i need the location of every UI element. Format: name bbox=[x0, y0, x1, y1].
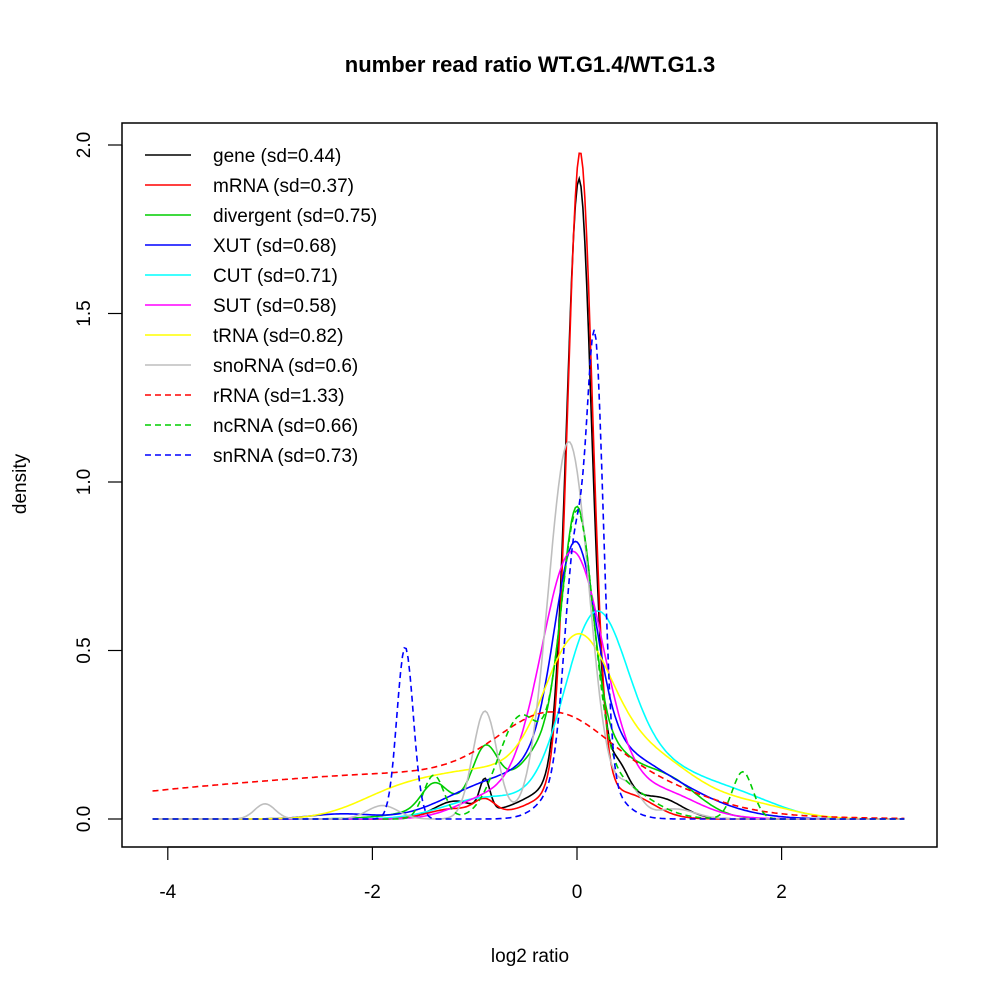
chart-title: number read ratio WT.G1.4/WT.G1.3 bbox=[345, 52, 715, 77]
y-tick-label: 2.0 bbox=[74, 132, 95, 158]
y-axis-label: density bbox=[10, 453, 31, 514]
series-line-3 bbox=[152, 540, 905, 820]
legend: gene (sd=0.44) mRNA (sd=0.37) divergent (s… bbox=[145, 146, 377, 467]
legend-label: snRNA (sd=0.73) bbox=[213, 446, 358, 467]
x-tick-label: -4 bbox=[159, 882, 176, 903]
legend-label: tRNA (sd=0.82) bbox=[213, 326, 343, 347]
x-tick-label: 2 bbox=[776, 882, 787, 903]
legend-label: rRNA (sd=1.33) bbox=[213, 386, 344, 407]
series-curves bbox=[152, 152, 905, 820]
legend-label: ncRNA (sd=0.66) bbox=[213, 416, 358, 437]
x-axis: -4 -2 0 2 bbox=[159, 846, 787, 903]
series-line-7 bbox=[152, 441, 905, 820]
y-axis: 0.0 0.5 1.0 1.5 2.0 bbox=[74, 132, 123, 832]
series-line-9 bbox=[152, 509, 905, 820]
series-line-2 bbox=[152, 505, 905, 820]
series-line-10 bbox=[152, 329, 905, 820]
legend-label: CUT (sd=0.71) bbox=[213, 266, 338, 287]
series-line-6 bbox=[152, 632, 905, 820]
y-tick-label: 0.0 bbox=[74, 806, 95, 832]
legend-label: gene (sd=0.44) bbox=[213, 146, 341, 167]
series-line-4 bbox=[152, 610, 905, 820]
y-tick-label: 0.5 bbox=[74, 637, 95, 663]
plot-frame bbox=[121, 122, 938, 848]
y-tick-label: 1.0 bbox=[74, 469, 95, 495]
x-tick-label: -2 bbox=[364, 882, 381, 903]
legend-label: mRNA (sd=0.37) bbox=[213, 176, 354, 197]
series-line-5 bbox=[152, 550, 905, 820]
y-tick-label: 1.5 bbox=[74, 300, 95, 326]
legend-label: snoRNA (sd=0.6) bbox=[213, 356, 358, 377]
legend-label: XUT (sd=0.68) bbox=[213, 236, 337, 257]
legend-label: divergent (sd=0.75) bbox=[213, 206, 377, 227]
x-axis-label: log2 ratio bbox=[491, 946, 569, 967]
legend-label: SUT (sd=0.58) bbox=[213, 296, 337, 317]
x-tick-label: 0 bbox=[572, 882, 583, 903]
